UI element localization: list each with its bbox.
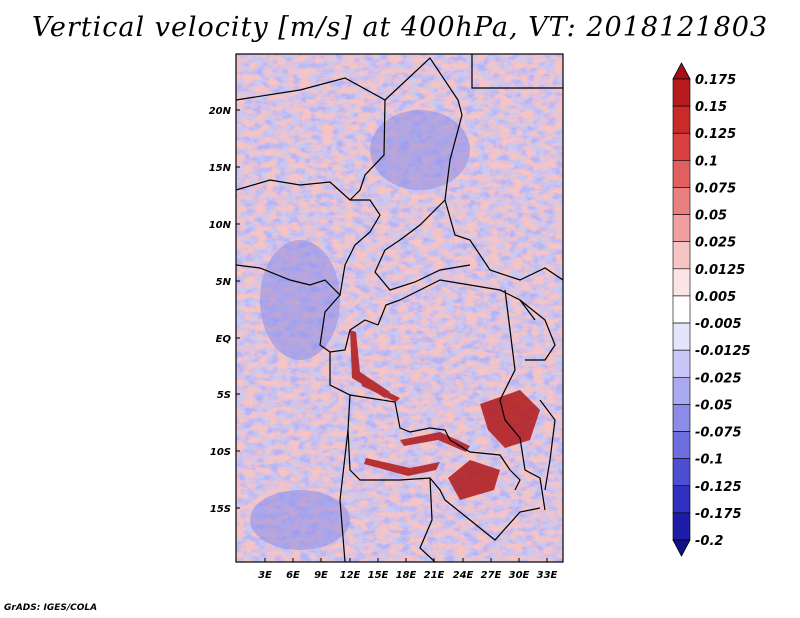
colorbar-segment: [672, 187, 691, 215]
colorbar-segment: [672, 485, 691, 514]
lat-label: 20N: [209, 106, 232, 117]
colorbar-label: 0.1: [695, 154, 718, 169]
colorbar-label: -0.025: [695, 371, 742, 386]
colorbar-segment: [672, 322, 691, 351]
colorbar-label: 0.05: [695, 209, 727, 224]
updraft-streaks: [350, 330, 540, 500]
lat-label: 15N: [209, 163, 232, 174]
colorbar-label: -0.2: [695, 534, 723, 549]
colorbar-segment: [672, 160, 691, 188]
lon-label: 12E: [340, 570, 361, 581]
colorbar-label: -0.0125: [695, 344, 751, 359]
longitude-labels: 3E 6E 9E 12E 15E 18E 21E 24E 27E 30E 33E: [258, 570, 557, 581]
colorbar-lower-arrow: [672, 539, 691, 557]
colorbar-segment: [672, 376, 691, 405]
lon-label: 18E: [396, 570, 417, 581]
latitude-axis: [236, 109, 240, 509]
country-borders: [236, 54, 563, 562]
colorbar-label: 0.0125: [695, 263, 745, 278]
colorbar-label: 0.125: [695, 127, 736, 142]
lon-label: 6E: [286, 570, 300, 581]
lon-label: 24E: [453, 570, 474, 581]
colorbar-label: -0.075: [695, 426, 742, 441]
colorbar-label: 0.005: [695, 290, 736, 305]
lat-label: 15S: [210, 504, 231, 515]
latitude-labels: 20N 15N 10N 5N EQ 5S 10S 15S: [209, 106, 232, 515]
colorbar-segment: [672, 105, 691, 134]
colorbar-segment: [672, 268, 691, 297]
colorbar: 0.175 0.15 0.125 0.1 0.075 0.05 0.025 0.0125 0.0…: [672, 62, 751, 557]
colorbar-segment: [672, 458, 691, 487]
colorbar-label: 0.075: [695, 181, 736, 196]
lon-label: 30E: [509, 570, 530, 581]
lat-label: 10N: [209, 220, 232, 231]
colorbar-label: 0.15: [695, 100, 727, 115]
colorbar-segment: [672, 295, 691, 324]
colorbar-segment: [672, 431, 691, 459]
colorbar-segment: [672, 214, 691, 243]
lon-label: 27E: [481, 570, 502, 581]
colorbar-segment: [672, 349, 691, 378]
grads-credit: GrADS: IGES/COLA: [4, 603, 98, 613]
colorbar-upper-arrow: [672, 62, 691, 80]
lon-label: 15E: [368, 570, 389, 581]
chart-title: Vertical velocity [m/s] at 400hPa, VT: 2…: [31, 12, 769, 43]
lat-label: 5S: [217, 390, 231, 401]
longitude-axis: [264, 558, 548, 562]
lon-label: 33E: [537, 570, 558, 581]
plot-frame: [235, 53, 564, 563]
colorbar-label: -0.005: [695, 317, 742, 332]
colorbar-segment: [672, 241, 691, 270]
colorbar-label: -0.05: [695, 398, 732, 413]
velocity-field: [236, 54, 563, 562]
colorbar-segment: [672, 512, 691, 541]
colorbar-label: -0.125: [695, 480, 742, 495]
downdraft-bands: [250, 110, 470, 550]
colorbar-label: -0.1: [695, 453, 723, 468]
colorbar-label: 0.025: [695, 236, 736, 251]
colorbar-segment: [672, 132, 691, 161]
colorbar-label: 0.175: [695, 73, 736, 88]
lon-label: 9E: [314, 570, 328, 581]
lat-label: EQ: [216, 334, 232, 345]
lat-label: 10S: [210, 447, 231, 458]
lat-label: 5N: [216, 277, 232, 288]
colorbar-segment: [672, 404, 691, 432]
lon-label: 21E: [424, 570, 445, 581]
colorbar-label: -0.175: [695, 507, 742, 522]
lon-label: 3E: [258, 570, 272, 581]
colorbar-segment: [672, 78, 691, 107]
